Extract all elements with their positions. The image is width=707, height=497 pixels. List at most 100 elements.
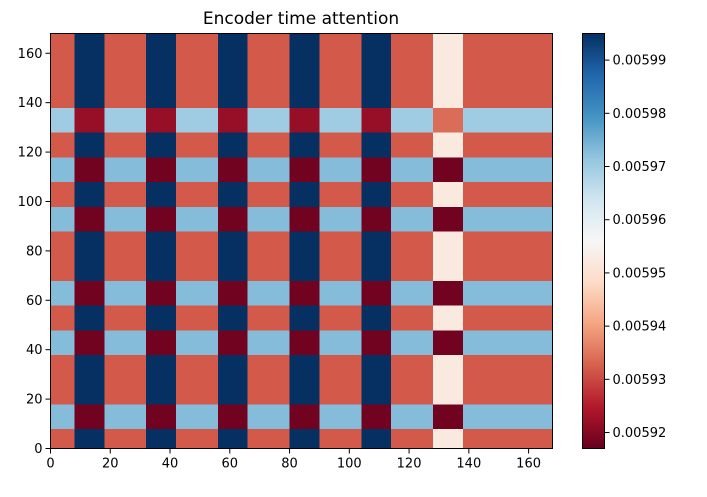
- heatmap-cell: [217, 280, 249, 306]
- heatmap-cell: [50, 107, 75, 133]
- heatmap-cell: [432, 206, 464, 232]
- x-tick-label: 60: [222, 457, 239, 472]
- plot-frame: [50, 33, 553, 449]
- heatmap-cell: [104, 428, 147, 449]
- heatmap-cell: [462, 379, 553, 405]
- heatmap-cell: [104, 280, 147, 306]
- heatmap-cell: [50, 157, 75, 183]
- heatmap-cell: [432, 404, 464, 430]
- heatmap-cell: [319, 181, 362, 207]
- heatmap-cell: [432, 157, 464, 183]
- heatmap-cell: [462, 157, 553, 183]
- heatmap-cell: [146, 354, 177, 380]
- heatmap-cell: [319, 33, 362, 109]
- x-tick-label: 120: [397, 457, 422, 472]
- heatmap-cell: [104, 404, 147, 430]
- heatmap-cell: [146, 33, 177, 109]
- heatmap-cell: [146, 428, 177, 449]
- colorbar-tick-label: 0.00597: [613, 160, 667, 175]
- heatmap-cells: [50, 33, 553, 449]
- heatmap-cell: [146, 329, 177, 356]
- heatmap-cell: [104, 132, 147, 158]
- heatmap-cell: [74, 428, 105, 449]
- heatmap-cell: [50, 181, 75, 207]
- heatmap-cell: [462, 255, 553, 281]
- heatmap-cell: [319, 231, 362, 257]
- heatmap-cell: [391, 181, 434, 207]
- heatmap-cell: [391, 132, 434, 158]
- heatmap-cell: [462, 305, 553, 331]
- heatmap-cell: [289, 132, 320, 158]
- heatmap-cell: [462, 33, 553, 109]
- heatmap-cell: [247, 404, 290, 430]
- heatmap-cell: [361, 231, 392, 257]
- heatmap-cell: [432, 255, 464, 281]
- heatmap-cell: [217, 107, 249, 133]
- y-tick-label: 40: [26, 343, 43, 358]
- y-tick-label: 100: [18, 195, 43, 210]
- heatmap-cell: [146, 231, 177, 257]
- heatmap-cell: [391, 428, 434, 449]
- heatmap-cell: [217, 428, 249, 449]
- heatmap-cell: [247, 428, 290, 449]
- heatmap-cell: [176, 157, 219, 183]
- heatmap-cell: [247, 280, 290, 306]
- heatmap-cell: [74, 404, 105, 430]
- heatmap-cell: [176, 206, 219, 232]
- heatmap-cell: [104, 329, 147, 356]
- heatmap-cell: [289, 255, 320, 281]
- heatmap-cell: [104, 354, 147, 380]
- heatmap-cell: [289, 354, 320, 380]
- heatmap-cell: [289, 107, 320, 133]
- heatmap-cell: [176, 33, 219, 109]
- heatmap-cell: [391, 305, 434, 331]
- heatmap-cell: [176, 379, 219, 405]
- y-tick-label: 20: [26, 393, 43, 408]
- heatmap-cell: [432, 181, 464, 207]
- heatmap-cell: [217, 404, 249, 430]
- heatmap-cell: [104, 107, 147, 133]
- y-tick-label: 60: [26, 294, 43, 309]
- heatmap-cell: [176, 181, 219, 207]
- heatmap-cell: [146, 107, 177, 133]
- y-tick-label: 160: [18, 47, 43, 62]
- heatmap-cell: [247, 354, 290, 380]
- heatmap-cell: [289, 157, 320, 183]
- x-tick-label: 20: [102, 457, 119, 472]
- heatmap-cell: [289, 404, 320, 430]
- heatmap-cell: [146, 157, 177, 183]
- heatmap-cell: [247, 305, 290, 331]
- heatmap-cell: [319, 379, 362, 405]
- heatmap-cell: [50, 280, 75, 306]
- heatmap-cell: [50, 305, 75, 331]
- colorbar-tick-label: 0.00595: [613, 266, 667, 281]
- heatmap-cell: [361, 255, 392, 281]
- heatmap-cell: [319, 428, 362, 449]
- heatmap-cell: [462, 280, 553, 306]
- heatmap-cell: [319, 132, 362, 158]
- heatmap-cell: [217, 181, 249, 207]
- heatmap-cell: [289, 305, 320, 331]
- heatmap-cell: [432, 428, 464, 449]
- heatmap-cell: [74, 231, 105, 257]
- heatmap-cell: [361, 107, 392, 133]
- heatmap-cell: [146, 181, 177, 207]
- heatmap-cell: [462, 206, 553, 232]
- heatmap-cell: [217, 255, 249, 281]
- heatmap-cell: [319, 305, 362, 331]
- heatmap-cell: [217, 33, 249, 109]
- heatmap-cell: [74, 280, 105, 306]
- heatmap-cell: [50, 379, 75, 405]
- heatmap-cell: [361, 181, 392, 207]
- heatmap-cell: [217, 379, 249, 405]
- heatmap-cell: [247, 181, 290, 207]
- heatmap-cell: [319, 206, 362, 232]
- heatmap-cell: [50, 255, 75, 281]
- heatmap-cell: [319, 329, 362, 356]
- heatmap-cell: [462, 428, 553, 449]
- heatmap-cell: [319, 354, 362, 380]
- colorbar-tick-label: 0.00593: [613, 373, 667, 388]
- heatmap-cell: [289, 181, 320, 207]
- x-tick-label: 80: [281, 457, 298, 472]
